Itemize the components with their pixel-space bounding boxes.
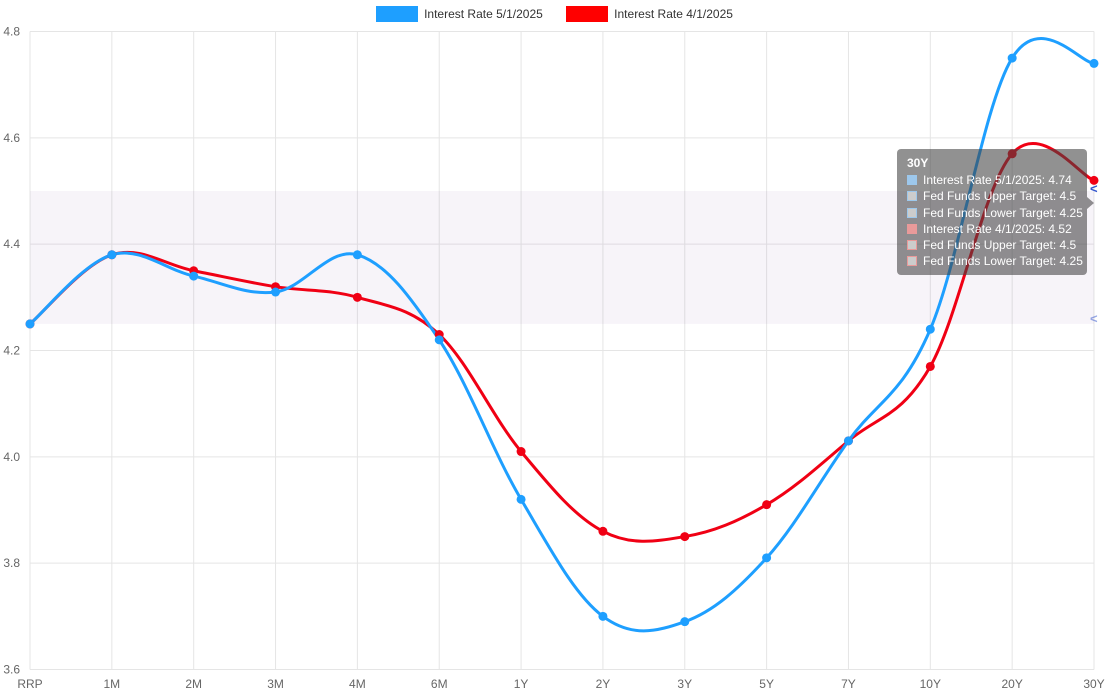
svg-text:4.0: 4.0 bbox=[3, 450, 20, 464]
svg-text:20Y: 20Y bbox=[1001, 677, 1022, 691]
svg-text:3.6: 3.6 bbox=[3, 663, 20, 677]
svg-text:2M: 2M bbox=[185, 677, 202, 691]
svg-text:6M: 6M bbox=[431, 677, 448, 691]
svg-text:10Y: 10Y bbox=[920, 677, 941, 691]
svg-text:5Y: 5Y bbox=[759, 677, 774, 691]
svg-text:30Y: 30Y bbox=[1083, 677, 1104, 691]
svg-text:4.8: 4.8 bbox=[3, 25, 20, 39]
svg-text:7Y: 7Y bbox=[841, 677, 856, 691]
svg-text:4.4: 4.4 bbox=[3, 237, 20, 251]
svg-text:2Y: 2Y bbox=[596, 677, 611, 691]
svg-text:4M: 4M bbox=[349, 677, 366, 691]
svg-text:1M: 1M bbox=[104, 677, 121, 691]
svg-text:1Y: 1Y bbox=[514, 677, 529, 691]
svg-text:4.6: 4.6 bbox=[3, 131, 20, 145]
svg-text:3.8: 3.8 bbox=[3, 556, 20, 570]
svg-text:4.2: 4.2 bbox=[3, 344, 20, 358]
svg-text:RRP: RRP bbox=[17, 677, 42, 691]
svg-text:3M: 3M bbox=[267, 677, 284, 691]
svg-text:3Y: 3Y bbox=[677, 677, 692, 691]
